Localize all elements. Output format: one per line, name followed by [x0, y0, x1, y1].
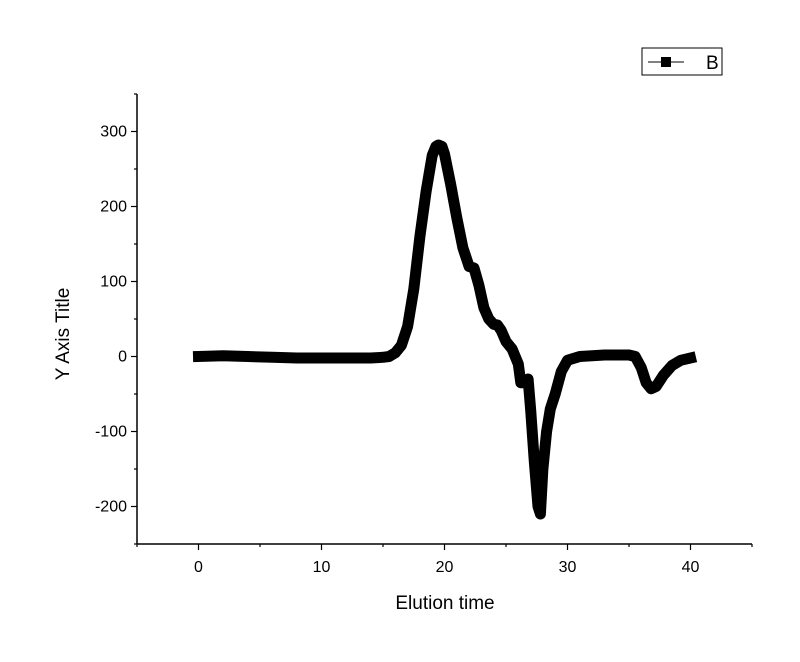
y-axis-title: Y Axis Title — [53, 288, 74, 381]
y-ticks: -200 -100 0 100 200 300 — [95, 93, 137, 545]
y-tick-label: -200 — [95, 499, 127, 516]
series-layer — [192, 139, 698, 520]
x-tick-label: 10 — [313, 559, 331, 576]
y-tick-label: 300 — [100, 124, 127, 141]
y-tick-label: 200 — [100, 199, 127, 216]
legend-label: B — [706, 53, 719, 74]
x-tick-label: 0 — [194, 559, 203, 576]
x-tick-label: 30 — [559, 559, 577, 576]
legend-marker — [661, 57, 671, 67]
series-line-B — [192, 139, 698, 520]
y-tick-label: 100 — [100, 274, 127, 291]
plot-area: -200 -100 0 100 200 300 0 10 20 30 40 — [95, 93, 753, 576]
x-axis-title: Elution time — [395, 593, 494, 614]
x-tick-label: 20 — [436, 559, 454, 576]
y-tick-label: -100 — [95, 424, 127, 441]
y-tick-label: 0 — [118, 349, 127, 366]
legend: B — [641, 47, 723, 76]
x-ticks: 0 10 20 30 40 — [136, 544, 753, 576]
x-tick-label: 40 — [682, 559, 700, 576]
